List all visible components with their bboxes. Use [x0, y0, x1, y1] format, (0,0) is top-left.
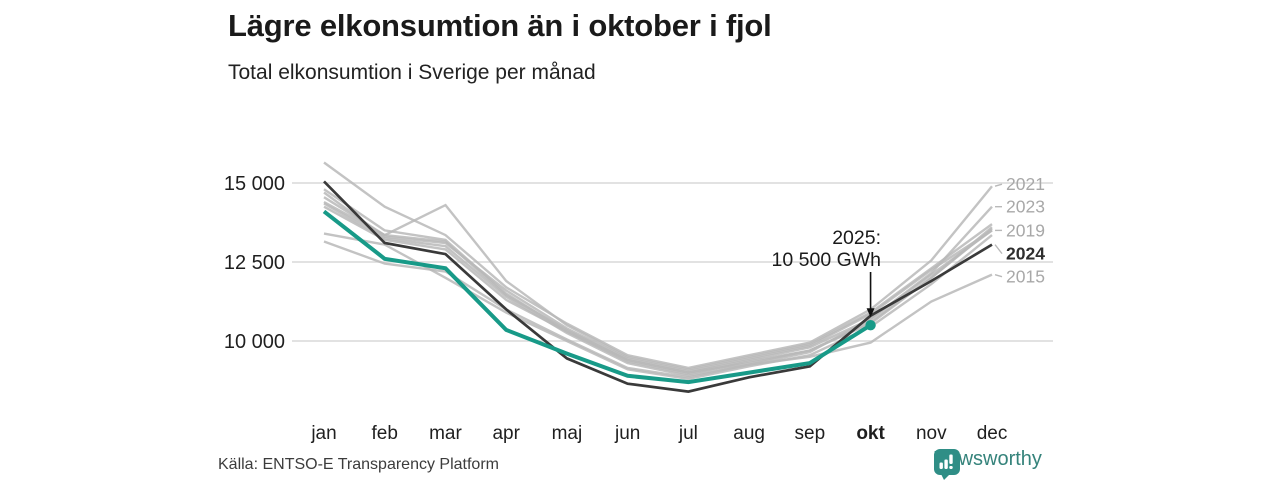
- line-2022: [323, 188, 993, 374]
- newsworthy-wordmark: Newsworthy: [933, 448, 1042, 470]
- y-tick-label: 12 500: [224, 252, 285, 274]
- current-value-dot: [865, 320, 876, 331]
- x-tick-nov: nov: [916, 423, 947, 444]
- newsworthy-logo: Newsworthy: [933, 448, 1042, 480]
- year-label-2023: 2023: [1006, 197, 1045, 217]
- line-2020: [323, 232, 993, 381]
- year-label-2015: 2015: [1006, 267, 1045, 287]
- line-2016: [323, 200, 993, 374]
- x-tick-apr: apr: [492, 423, 520, 444]
- page-title: Lägre elkonsumtion än i oktober i fjol: [228, 8, 772, 43]
- line-2025: [322, 209, 872, 385]
- line-2023: [323, 202, 993, 378]
- line-2018: [323, 196, 993, 371]
- y-tick-label: 10 000: [224, 331, 285, 353]
- x-tick-jun: jun: [614, 423, 640, 444]
- x-tick-mar: mar: [429, 423, 462, 444]
- line-2019: [323, 191, 993, 373]
- x-tick-okt: okt: [856, 423, 885, 444]
- x-tick-aug: aug: [733, 423, 765, 444]
- annotation-value: 10 500 GWh: [772, 249, 881, 271]
- x-tick-dec: dec: [977, 423, 1008, 444]
- page-subtitle: Total elkonsumtion i Sverige per månad: [228, 61, 596, 84]
- x-tick-sep: sep: [795, 423, 826, 444]
- year-label-2024: 2024: [1006, 244, 1045, 264]
- y-tick-label: 15 000: [224, 173, 285, 195]
- x-tick-feb: feb: [372, 423, 398, 444]
- annotation-year: 2025:: [832, 227, 881, 249]
- newsworthy-chart-bubble-icon: [934, 449, 960, 480]
- line-2015: [323, 240, 993, 379]
- x-tick-maj: maj: [552, 423, 583, 444]
- annotation-arrowhead: [866, 308, 875, 318]
- line-2024: [323, 180, 993, 393]
- year-label-2019: 2019: [1006, 220, 1045, 240]
- x-tick-jul: jul: [678, 423, 698, 444]
- label-tick-2015: [994, 273, 1003, 278]
- line-2017: [323, 205, 993, 376]
- source-caption: Källa: ENTSO-E Transparency Platform: [218, 456, 499, 473]
- label-tick-2021: [994, 183, 1003, 187]
- line-2021: [323, 161, 993, 370]
- year-label-2021: 2021: [1006, 174, 1045, 194]
- x-tick-jan: jan: [310, 423, 336, 444]
- label-tick-2024: [994, 244, 1003, 255]
